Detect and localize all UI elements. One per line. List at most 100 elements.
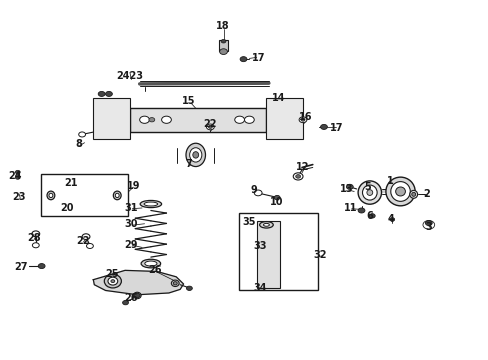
Text: 26: 26 bbox=[148, 265, 161, 275]
Ellipse shape bbox=[115, 193, 119, 198]
Circle shape bbox=[140, 116, 149, 123]
Text: 30: 30 bbox=[124, 219, 138, 229]
Text: 1: 1 bbox=[386, 176, 393, 186]
Ellipse shape bbox=[144, 261, 157, 266]
Circle shape bbox=[368, 214, 374, 218]
Bar bbox=[266, 98, 303, 139]
Circle shape bbox=[86, 243, 93, 248]
Text: 22: 22 bbox=[203, 120, 217, 129]
Circle shape bbox=[219, 49, 227, 54]
Text: 2423: 2423 bbox=[116, 71, 143, 81]
Text: 11: 11 bbox=[344, 203, 357, 213]
Text: 12: 12 bbox=[296, 162, 309, 172]
Text: 18: 18 bbox=[215, 21, 229, 31]
Circle shape bbox=[293, 173, 303, 180]
Text: 10: 10 bbox=[269, 197, 283, 207]
Text: 3: 3 bbox=[425, 222, 431, 231]
Circle shape bbox=[105, 91, 112, 96]
Text: 15: 15 bbox=[182, 96, 195, 106]
Circle shape bbox=[425, 221, 431, 226]
Circle shape bbox=[299, 117, 306, 123]
Ellipse shape bbox=[185, 143, 205, 167]
Text: 20: 20 bbox=[60, 203, 73, 213]
Ellipse shape bbox=[171, 280, 179, 287]
Text: 17: 17 bbox=[330, 123, 343, 133]
Circle shape bbox=[244, 116, 254, 123]
Circle shape bbox=[389, 218, 394, 221]
Text: 34: 34 bbox=[253, 283, 267, 293]
Ellipse shape bbox=[104, 274, 121, 288]
Ellipse shape bbox=[385, 177, 414, 206]
Ellipse shape bbox=[192, 152, 198, 158]
Circle shape bbox=[274, 195, 280, 200]
Text: 22: 22 bbox=[76, 236, 89, 246]
Text: 13: 13 bbox=[340, 184, 353, 194]
Bar bbox=[238, 213, 317, 291]
Circle shape bbox=[320, 125, 327, 130]
Text: 8: 8 bbox=[75, 139, 82, 149]
Circle shape bbox=[301, 118, 305, 121]
Ellipse shape bbox=[108, 277, 118, 285]
Text: 14: 14 bbox=[271, 93, 285, 103]
Circle shape bbox=[98, 91, 105, 96]
Bar bbox=[93, 98, 130, 139]
Text: 2: 2 bbox=[422, 189, 429, 199]
Text: 7: 7 bbox=[184, 159, 191, 169]
Text: 17: 17 bbox=[252, 53, 265, 63]
Ellipse shape bbox=[395, 187, 405, 196]
Text: 19: 19 bbox=[126, 181, 140, 191]
Text: 27: 27 bbox=[14, 262, 28, 272]
Circle shape bbox=[206, 124, 214, 130]
Bar bbox=[41, 174, 128, 216]
Text: 5: 5 bbox=[364, 182, 370, 192]
Ellipse shape bbox=[362, 185, 376, 200]
Circle shape bbox=[254, 190, 262, 196]
Ellipse shape bbox=[366, 190, 372, 195]
Text: 16: 16 bbox=[298, 112, 311, 122]
Ellipse shape bbox=[113, 191, 121, 200]
Text: 6: 6 bbox=[365, 211, 372, 221]
Circle shape bbox=[221, 40, 225, 43]
Circle shape bbox=[122, 301, 128, 305]
Circle shape bbox=[186, 286, 192, 291]
Circle shape bbox=[240, 57, 246, 62]
Ellipse shape bbox=[411, 192, 415, 196]
Text: 4: 4 bbox=[386, 215, 393, 224]
Text: 28: 28 bbox=[27, 233, 41, 243]
Circle shape bbox=[295, 175, 300, 178]
Text: 32: 32 bbox=[313, 250, 326, 260]
Ellipse shape bbox=[390, 181, 409, 201]
Ellipse shape bbox=[140, 201, 161, 208]
Ellipse shape bbox=[173, 282, 177, 285]
Ellipse shape bbox=[357, 181, 381, 204]
Text: 35: 35 bbox=[242, 217, 256, 227]
Circle shape bbox=[357, 208, 364, 213]
Text: 29: 29 bbox=[124, 239, 138, 249]
Circle shape bbox=[208, 126, 212, 129]
Text: 24: 24 bbox=[9, 171, 22, 181]
Circle shape bbox=[82, 234, 90, 239]
Ellipse shape bbox=[49, 193, 53, 198]
Circle shape bbox=[234, 116, 244, 123]
Polygon shape bbox=[93, 270, 183, 295]
Ellipse shape bbox=[259, 222, 273, 228]
Text: 31: 31 bbox=[124, 203, 138, 213]
Circle shape bbox=[32, 231, 40, 237]
Ellipse shape bbox=[47, 191, 55, 200]
Ellipse shape bbox=[144, 202, 158, 206]
Circle shape bbox=[15, 170, 20, 174]
Ellipse shape bbox=[133, 292, 141, 299]
Circle shape bbox=[346, 184, 352, 189]
Text: 26: 26 bbox=[124, 293, 138, 303]
Circle shape bbox=[32, 243, 39, 248]
Ellipse shape bbox=[141, 259, 160, 268]
Circle shape bbox=[161, 116, 171, 123]
Circle shape bbox=[79, 132, 85, 137]
Text: 33: 33 bbox=[253, 241, 267, 251]
Ellipse shape bbox=[263, 224, 269, 226]
Circle shape bbox=[134, 293, 140, 298]
Circle shape bbox=[15, 176, 20, 179]
Circle shape bbox=[38, 264, 45, 269]
Ellipse shape bbox=[111, 280, 115, 283]
Text: 23: 23 bbox=[13, 192, 26, 202]
